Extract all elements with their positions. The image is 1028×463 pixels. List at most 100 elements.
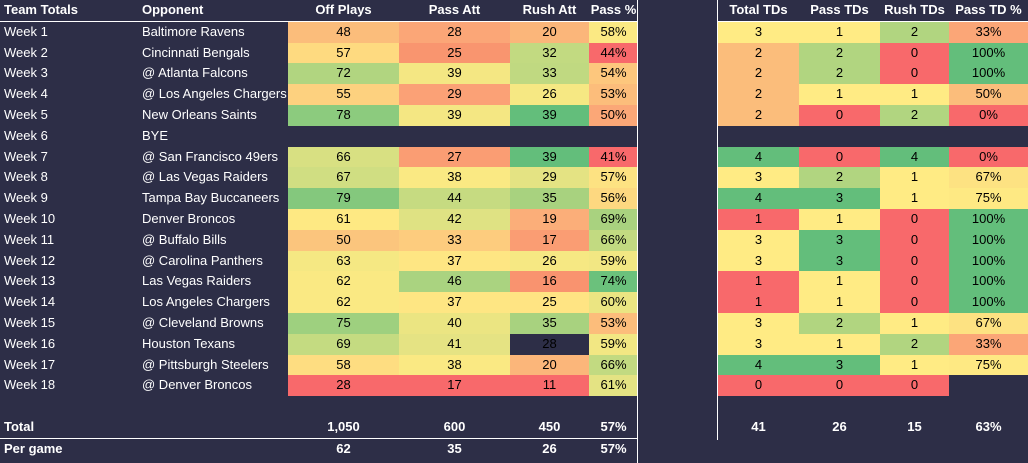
per-game-cell: 57%	[589, 437, 638, 460]
total-cell: 1,050	[327, 418, 360, 434]
touchdowns-table: Total TDs Pass TDs Rush TDs Pass TD % 3 1 2 33%…	[718, 0, 1028, 438]
stat-cell: 39	[510, 104, 589, 126]
table-row: 4 0 4 0%	[718, 146, 1028, 168]
stat-cell: 41%	[589, 146, 638, 168]
stat-cell: 46	[399, 271, 510, 293]
column-header: Pass Att	[399, 0, 510, 22]
stat-cell: 26	[510, 250, 589, 272]
stat-cell: 50	[288, 229, 399, 251]
table-row: 1 1 0 100%	[718, 208, 1028, 230]
team-totals-table: Team Totals Opponent Off Plays Pass Att Rush…	[0, 0, 638, 460]
td-stat-cell: 33%	[949, 333, 1028, 355]
table-row	[718, 126, 1028, 147]
stat-cell: 61	[288, 208, 399, 230]
table-row: 2 2 0 100%	[718, 42, 1028, 64]
td-stat-cell: 3	[718, 167, 799, 189]
stat-cell: 75	[288, 312, 399, 334]
td-stat-cell: 0%	[949, 146, 1028, 168]
table-row: Week 10 Denver Broncos 61 42 19 69%	[0, 208, 638, 230]
stat-cell: 61%	[589, 375, 638, 397]
table-row: Week 17 @ Pittsburgh Steelers 58 38 20 66%	[0, 354, 638, 376]
stat-cell: 57	[288, 42, 399, 64]
td-stat-cell: 0	[799, 375, 880, 397]
week-cell: Week 14	[4, 294, 56, 310]
stat-cell: 56%	[589, 188, 638, 209]
td-stat-cell: 0	[718, 375, 799, 397]
table-row: Week 1 Baltimore Ravens 48 28 20 58%	[0, 21, 638, 43]
td-stat-cell: 2	[718, 104, 799, 126]
stat-cell: 66	[288, 146, 399, 168]
table-row: 1 1 0 100%	[718, 292, 1028, 313]
td-stat-cell: 1	[718, 271, 799, 293]
td-stat-cell: 0	[799, 104, 880, 126]
table-row: Week 4 @ Los Angeles Chargers 55 29 26 53%	[0, 84, 638, 105]
table-row: 2 1 1 50%	[718, 84, 1028, 105]
column-header: Rush Att	[510, 0, 589, 22]
td-stat-cell: 2	[880, 104, 949, 126]
spacer-cell	[799, 396, 880, 417]
td-stat-cell: 2	[718, 84, 799, 105]
week-cell: Week 12	[4, 252, 56, 268]
table-row: 4 3 1 75%	[718, 354, 1028, 376]
total-td-cell: 15	[907, 418, 922, 434]
week-cell: Week 6	[4, 127, 48, 143]
td-stat-cell: 0	[880, 208, 949, 230]
td-stat-cell: 1	[799, 292, 880, 313]
total-row: Total 1,050 600 450 57%	[0, 417, 638, 438]
column-header: Pass TD %	[949, 0, 1028, 22]
stat-cell: 39	[510, 146, 589, 168]
td-stat-cell: 1	[880, 167, 949, 189]
td-stat-cell: 33%	[949, 21, 1028, 43]
opponent-cell: Los Angeles Chargers	[142, 294, 270, 310]
td-stat-cell	[799, 126, 880, 147]
spacer-cell	[880, 396, 949, 417]
column-header: Opponent	[138, 0, 288, 22]
stat-cell: 54%	[589, 63, 638, 85]
opponent-cell: Las Vegas Raiders	[142, 273, 252, 289]
table-row: 3 2 1 67%	[718, 167, 1028, 189]
stat-cell: 38	[399, 354, 510, 376]
stat-cell: 37	[399, 250, 510, 272]
total-cell: 600	[443, 418, 466, 434]
stat-cell: 55	[288, 84, 399, 105]
td-stat-cell: 4	[718, 146, 799, 168]
stat-cell: 53%	[589, 312, 638, 334]
stat-cell: 62	[288, 292, 399, 313]
table-row: 3 1 2 33%	[718, 21, 1028, 43]
td-stat-cell: 1	[718, 208, 799, 230]
td-stat-cell: 0	[880, 42, 949, 64]
week-cell: Week 8	[4, 169, 48, 185]
stat-cell: 25	[399, 42, 510, 64]
column-header: Total TDs	[718, 0, 799, 22]
stat-cell	[288, 126, 399, 147]
table-row: Week 12 @ Carolina Panthers 63 37 26 59%	[0, 250, 638, 272]
table-row: Week 2 Cincinnati Bengals 57 25 32 44%	[0, 42, 638, 64]
td-stat-cell: 100%	[949, 208, 1028, 230]
td-stat-cell: 100%	[949, 292, 1028, 313]
opponent-cell: Cincinnati Bengals	[142, 44, 250, 60]
stat-cell: 53%	[589, 84, 638, 105]
td-stat-cell: 3	[799, 250, 880, 272]
spacer-row	[0, 396, 638, 417]
td-stat-cell: 0	[880, 271, 949, 293]
td-stat-cell: 2	[718, 42, 799, 64]
stat-cell: 39	[399, 63, 510, 85]
stat-cell: 20	[510, 21, 589, 43]
week-cell: Week 10	[4, 210, 56, 226]
spacer-cell	[510, 396, 589, 417]
td-stat-cell: 2	[799, 167, 880, 189]
opponent-cell: @ Buffalo Bills	[142, 231, 227, 247]
stat-cell	[589, 126, 638, 147]
total-td-cell: 63%	[975, 418, 1002, 434]
total-label: Total	[4, 418, 35, 434]
table-row: 3 2 1 67%	[718, 312, 1028, 334]
td-stat-cell: 1	[880, 84, 949, 105]
td-stat-cell: 2	[799, 312, 880, 334]
td-stat-cell: 1	[799, 271, 880, 293]
week-cell: Week 11	[4, 231, 55, 247]
table-row: 4 3 1 75%	[718, 188, 1028, 209]
stat-cell: 42	[399, 208, 510, 230]
table-row: 1 1 0 100%	[718, 271, 1028, 293]
table-row: 2 2 0 100%	[718, 63, 1028, 85]
stat-cell: 40	[399, 312, 510, 334]
